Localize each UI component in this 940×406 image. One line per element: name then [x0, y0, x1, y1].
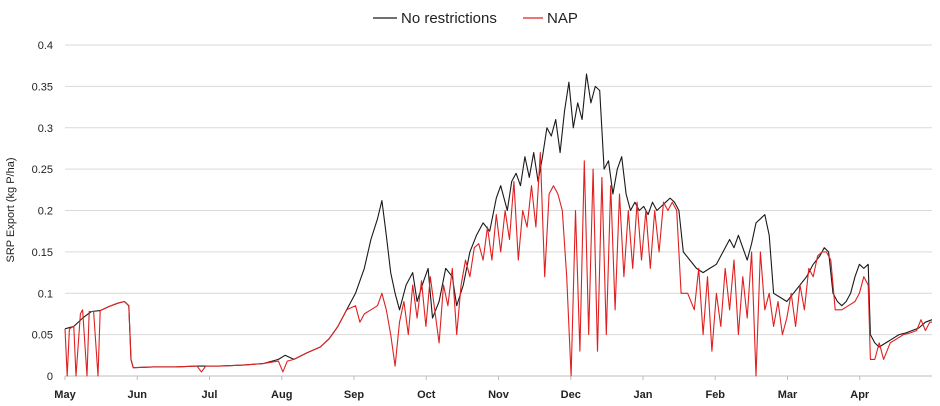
y-tick-label: 0.1	[38, 288, 53, 300]
y-axis-label: SRP Export (kg P/ha)	[5, 158, 17, 263]
x-tick-label: Sep	[344, 389, 364, 401]
x-tick-label: Nov	[488, 389, 510, 401]
x-tick-label: Apr	[850, 389, 870, 401]
series-line-nap	[64, 152, 932, 377]
x-tick-label: Jul	[202, 389, 218, 401]
y-tick-label: 0.05	[32, 330, 53, 342]
y-tick-labels: 0 0.05 0.1 0.15 0.2 0.25 0.3 0.35 0.4	[32, 40, 53, 383]
y-tick-label: 0.2	[38, 206, 53, 218]
legend-label: NAP	[547, 10, 578, 27]
x-tick-label: Aug	[271, 389, 292, 401]
x-tick-labels: May Jun Jul Aug Sep Oct Nov Dec Jan Feb Mar Apr	[54, 376, 870, 401]
legend-label: No restrictions	[401, 10, 497, 27]
y-tick-label: 0	[47, 371, 53, 383]
series-lines	[64, 73, 933, 377]
x-tick-label: May	[54, 389, 76, 401]
y-tick-label: 0.4	[38, 40, 53, 52]
y-tick-label: 0.15	[32, 247, 53, 259]
gridlines	[65, 44, 932, 336]
legend: No restrictions NAP	[373, 10, 578, 27]
x-tick-label: Oct	[417, 389, 436, 401]
y-tick-label: 0.3	[38, 123, 53, 135]
x-tick-label: Jan	[634, 389, 653, 401]
y-tick-label: 0.25	[32, 164, 53, 176]
y-tick-label: 0.35	[32, 81, 53, 93]
x-tick-label: Feb	[705, 389, 725, 401]
x-tick-label: Mar	[778, 389, 798, 401]
x-tick-label: Dec	[561, 389, 581, 401]
x-tick-label: Jun	[127, 389, 147, 401]
